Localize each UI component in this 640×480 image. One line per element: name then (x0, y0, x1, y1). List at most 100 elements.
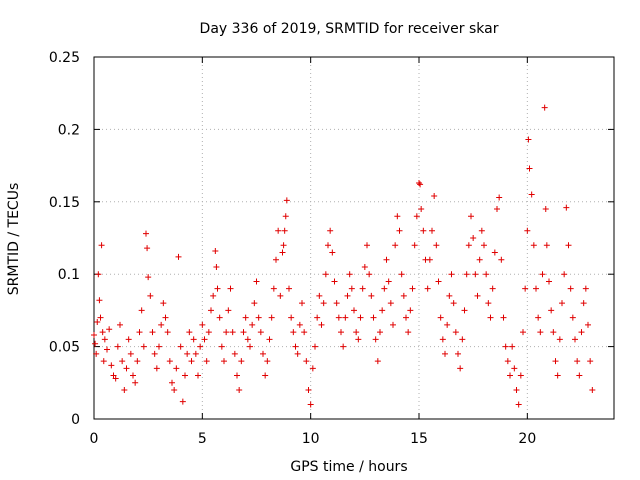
axis-ticks (93, 56, 614, 420)
data-point (546, 278, 552, 285)
data-point (511, 365, 518, 372)
data-point (138, 307, 145, 314)
data-point (567, 285, 574, 292)
data-point (275, 227, 282, 234)
data-point (374, 358, 381, 365)
data-point (283, 197, 290, 204)
data-point (182, 372, 188, 379)
data-point (227, 285, 234, 292)
data-point (307, 401, 314, 408)
data-point (140, 343, 147, 350)
data-point (97, 314, 104, 321)
data-point (117, 321, 123, 328)
data-point (127, 350, 134, 357)
data-point (500, 314, 507, 321)
data-point (238, 358, 245, 365)
data-point (260, 350, 266, 357)
data-point (465, 242, 472, 249)
data-point (104, 346, 110, 353)
data-point (448, 271, 455, 278)
x-axis-label: GPS time / hours (290, 459, 407, 475)
data-point (201, 336, 208, 343)
data-point (94, 318, 101, 325)
data-point (153, 365, 160, 372)
data-point (383, 256, 390, 263)
data-point (279, 249, 286, 256)
grid-lines (94, 57, 614, 419)
data-point (413, 213, 420, 220)
data-point (312, 343, 318, 350)
data-points (91, 104, 596, 408)
data-point (132, 379, 139, 386)
data-point (158, 321, 165, 328)
x-tick-label: 10 (302, 431, 320, 447)
data-point (221, 358, 227, 365)
data-point (433, 242, 440, 249)
data-point (587, 358, 594, 365)
data-point (385, 278, 392, 285)
data-point (522, 285, 529, 292)
data-point (147, 292, 154, 299)
data-point (353, 329, 360, 336)
data-point (552, 358, 559, 365)
data-point (542, 206, 549, 213)
data-point (426, 256, 433, 263)
data-point (409, 285, 416, 292)
data-point (268, 314, 275, 321)
data-point (329, 249, 336, 256)
data-point (537, 329, 544, 336)
data-point (309, 365, 316, 372)
data-point (489, 285, 496, 292)
data-point (396, 227, 403, 234)
data-point (364, 242, 370, 249)
data-point (541, 104, 548, 111)
data-point (556, 336, 563, 343)
data-point (515, 401, 522, 408)
data-point (420, 227, 427, 234)
data-point (342, 314, 349, 321)
data-point (262, 372, 269, 379)
data-point (322, 271, 329, 278)
y-tick-label: 0.1 (58, 267, 80, 283)
data-point (502, 343, 509, 350)
data-point (225, 307, 232, 314)
data-point (216, 314, 223, 321)
data-point (355, 336, 362, 343)
data-point (504, 358, 511, 365)
data-point (244, 336, 251, 343)
data-point (249, 321, 256, 328)
data-point (145, 274, 152, 281)
data-point (435, 278, 442, 285)
data-point (569, 314, 576, 321)
data-point (121, 387, 128, 394)
data-point (175, 253, 182, 260)
x-tick-label: 0 (90, 431, 99, 447)
data-point (524, 227, 531, 234)
data-point (333, 300, 340, 307)
data-point (348, 285, 355, 292)
data-point (366, 271, 373, 278)
data-point (184, 350, 191, 357)
data-point (266, 336, 273, 343)
data-point (179, 398, 186, 405)
data-point (390, 321, 396, 328)
data-point (229, 329, 236, 336)
data-point (468, 213, 474, 220)
data-point (253, 278, 260, 285)
data-point (106, 326, 113, 333)
data-point (134, 358, 141, 365)
y-tick-label: 0.15 (49, 195, 80, 211)
data-point (507, 372, 513, 379)
data-point (100, 358, 107, 365)
data-point (130, 372, 136, 379)
data-point (223, 329, 230, 336)
data-point (125, 336, 132, 343)
data-point (357, 314, 364, 321)
data-point (361, 263, 368, 270)
data-point (400, 292, 407, 299)
data-point (429, 227, 435, 234)
data-point (281, 227, 288, 234)
chart-title: Day 336 of 2019, SRMTID for receiver ska… (200, 21, 499, 37)
data-point (565, 242, 572, 249)
